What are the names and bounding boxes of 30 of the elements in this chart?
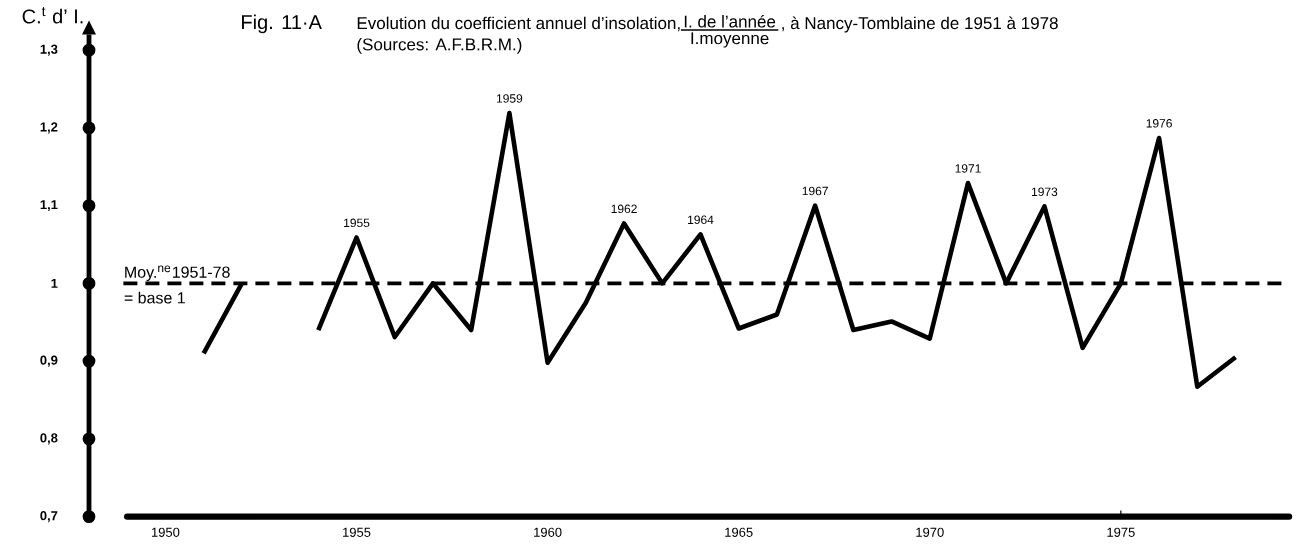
y-axis-title: C.$^{t}$ d’ I. — [22, 7, 83, 24]
annotation: 1962 — [611, 204, 637, 214]
text: , à Nancy-Tomblaine de 1951 à 1978 — [782, 16, 1058, 33]
y-tick-label: 0,7 — [40, 511, 58, 523]
x-tick-label: 1950 — [151, 527, 180, 537]
y-tick-label: 1,3 — [40, 44, 58, 56]
y-tick-label: 1,1 — [40, 200, 58, 212]
annotation: (Sources: A.F.B.R.M.) — [357, 37, 522, 54]
chart-title: Fig. 11·A — [242, 14, 322, 34]
ref-line-label: Moy.$^{ne}$1951-78 — [125, 265, 230, 281]
x-tick-label: 1965 — [725, 527, 753, 537]
y-tick-label: 1 — [51, 278, 58, 288]
y-tick-label: 1,2 — [40, 122, 58, 134]
x-tick-label: 1955 — [343, 527, 371, 537]
y-tick-label: 0,9 — [40, 355, 58, 367]
text: I. de l’année — [684, 14, 776, 28]
annotation: 1967 — [802, 186, 828, 196]
chart-subtitle: Evolution du coefficient annuel d’insolation, — [357, 16, 680, 32]
annotation: 1959 — [496, 94, 523, 103]
annotation: 1955 — [344, 218, 370, 228]
annotation: 1964 — [688, 215, 714, 225]
x-tick-label: 1975 — [1107, 527, 1135, 537]
x-tick-label: 1970 — [916, 527, 944, 537]
annotation: = base 1 — [124, 291, 185, 304]
y-tick-label: 0,8 — [40, 433, 58, 445]
annotation: 1971 — [955, 164, 981, 173]
annotation: I.moyenne — [691, 32, 769, 48]
annotation: 1973 — [1031, 187, 1058, 197]
annotation: 1976 — [1146, 119, 1172, 128]
x-tick-label: 1960 — [534, 527, 562, 537]
